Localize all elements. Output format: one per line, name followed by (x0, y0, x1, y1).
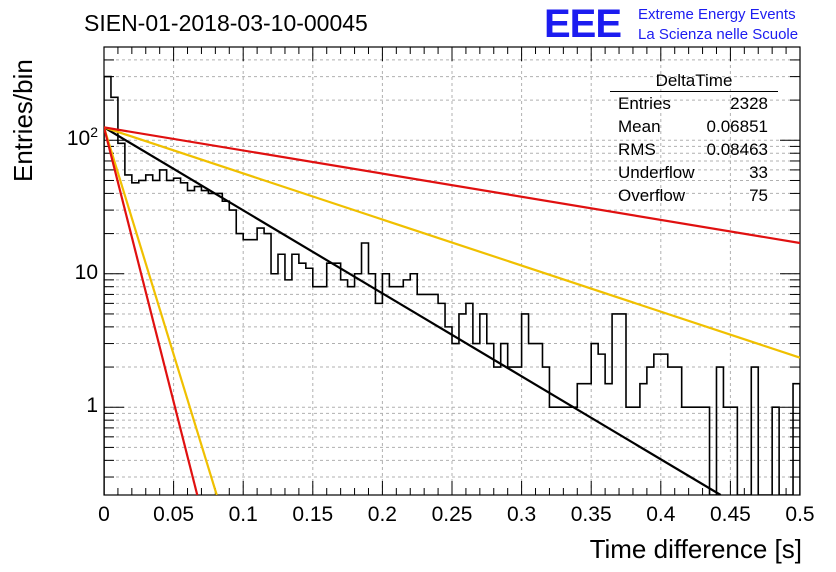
x-tick-label: 0.05 (153, 503, 195, 526)
stats-row: RMS 0.08463 (610, 138, 778, 161)
logo-line2: La Scienza nelle Scuole (638, 26, 799, 43)
fit-curve-4 (104, 127, 218, 495)
fit-curve-3 (104, 126, 800, 245)
stats-label: Underflow (618, 163, 695, 182)
stats-row: Mean 0.06851 (610, 115, 778, 138)
stats-row: Overflow 75 (610, 184, 778, 207)
x-tick-label: 0.5 (785, 503, 815, 526)
stats-label: RMS (618, 140, 656, 159)
fit-curve-1 (104, 126, 722, 495)
stats-label: Overflow (618, 186, 686, 205)
stats-value: 33 (749, 163, 768, 182)
x-tick-label: 0.2 (367, 503, 397, 526)
x-tick-label: 0.4 (646, 503, 676, 526)
fit-curve-2 (104, 126, 800, 359)
stats-value: 0.08463 (706, 140, 768, 159)
x-tick-label: 0.1 (228, 503, 258, 526)
x-tick-label: 0.15 (292, 503, 334, 526)
stats-title: DeltaTime (610, 71, 778, 92)
stats-value: 2328 (730, 94, 768, 113)
logo-line1: Extreme Energy Events (638, 6, 796, 23)
chart-title: SIEN-01-2018-03-10-00045 (84, 10, 368, 36)
stats-label: Mean (618, 117, 661, 136)
y-tick-label: 10 (74, 260, 98, 284)
x-tick-label: 0.3 (506, 503, 537, 526)
x-tick-label: 0.35 (570, 503, 612, 526)
y-tick-label: 1 (86, 394, 98, 418)
y-tick-exponent: 2 (90, 124, 98, 141)
y-axis-label: Entries/bin (8, 59, 38, 182)
stats-value: 75 (749, 186, 768, 205)
stats-label: Entries (618, 94, 671, 113)
fit-curve-5 (104, 127, 199, 495)
x-tick-label: 0.45 (709, 503, 751, 526)
y-tick-label: 102 (66, 124, 98, 151)
stats-row: Underflow 33 (610, 161, 778, 184)
x-axis-label: Time difference [s] (589, 534, 802, 564)
stats-box: DeltaTime Entries 2328 Mean 0.06851 RMS … (610, 71, 778, 207)
logo-letters: EEE (544, 2, 622, 46)
stats-value: 0.06851 (706, 117, 768, 136)
x-tick-label: 0.25 (431, 503, 473, 526)
x-tick-label: 0 (98, 503, 110, 526)
stats-row: Entries 2328 (610, 92, 778, 115)
